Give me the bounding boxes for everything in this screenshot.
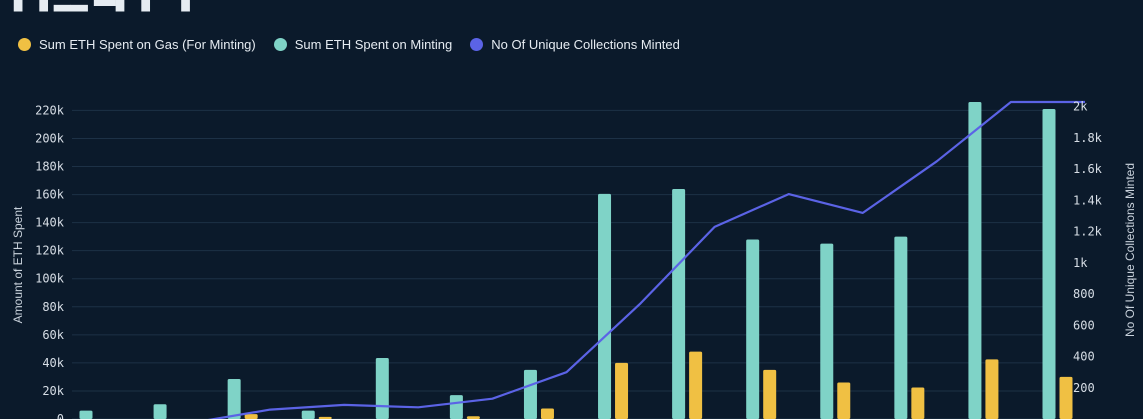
bar-minting[interactable]: [375, 357, 389, 419]
bar-minting[interactable]: [820, 243, 834, 419]
y-tick-label: 20k: [42, 384, 64, 398]
y2-tick-label: 1.4k: [1073, 193, 1103, 207]
legend-swatch-minting: [273, 37, 287, 51]
bar-minting[interactable]: [894, 236, 908, 419]
bar-gas[interactable]: [615, 362, 629, 419]
legend-swatch-collections: [470, 37, 484, 51]
y-tick-label: 120k: [35, 244, 65, 258]
bars-gas: [244, 351, 1073, 419]
y-tick-label: 200k: [35, 131, 65, 145]
y-axis-left-title: Amount of ETH Spent: [11, 206, 25, 323]
bar-minting[interactable]: [746, 239, 760, 419]
legend-label-minting: Sum ETH Spent on Minting: [294, 36, 453, 52]
y-tick-label: 80k: [42, 300, 64, 314]
y2-tick-label: 400: [1073, 350, 1095, 364]
bar-minting[interactable]: [153, 404, 167, 419]
bar-minting[interactable]: [672, 188, 686, 419]
bar-minting[interactable]: [79, 410, 93, 419]
chart-title-fragment: ▞▚ ▂▂ ▬▞▚ ▔▗: [14, 0, 190, 11]
y2-tick-label: 1.8k: [1073, 131, 1103, 145]
bar-gas[interactable]: [540, 408, 554, 419]
y2-tick-label: 1.6k: [1073, 162, 1103, 176]
y-tick-label: 180k: [35, 160, 65, 174]
gridlines: [72, 109, 1045, 419]
bar-gas[interactable]: [244, 414, 258, 419]
legend-swatch-gas: [18, 37, 31, 51]
y-tick-label: 40k: [42, 356, 64, 370]
y2-tick-label: 600: [1073, 318, 1095, 332]
y2-tick-label: 1k: [1073, 256, 1088, 270]
bar-gas[interactable]: [1059, 376, 1073, 419]
y2-tick-label: 800: [1073, 287, 1095, 301]
y-tick-label: 60k: [42, 328, 64, 342]
y-tick-label: 140k: [35, 216, 65, 230]
bar-gas[interactable]: [689, 351, 703, 419]
chart-legend: Sum ETH Spent on Gas (For Minting) Sum E…: [18, 35, 680, 53]
y2-tick-label: 200: [1073, 381, 1095, 395]
bar-gas[interactable]: [911, 387, 925, 419]
legend-item-minting[interactable]: Sum ETH Spent on Minting: [273, 36, 453, 52]
bar-minting[interactable]: [301, 410, 315, 419]
y-tick-label: 0: [57, 412, 64, 419]
bars-minting: [79, 102, 1056, 419]
line-collections: [196, 100, 1085, 419]
legend-item-collections[interactable]: No Of Unique Collections Minted: [470, 37, 680, 52]
y2-tick-label: 1.2k: [1073, 225, 1103, 239]
bar-gas[interactable]: [318, 416, 332, 419]
y-tick-label: 220k: [35, 103, 65, 117]
bar-minting[interactable]: [968, 102, 982, 419]
y-tick-label: 160k: [35, 188, 65, 202]
y-tick-label: 100k: [35, 272, 65, 286]
line-collections-path[interactable]: [196, 100, 1085, 419]
legend-label-gas: Sum ETH Spent on Gas (For Minting): [39, 36, 256, 52]
bar-minting[interactable]: [598, 193, 612, 419]
bar-minting[interactable]: [227, 379, 241, 419]
legend-label-collections: No Of Unique Collections Minted: [491, 36, 680, 52]
bar-gas[interactable]: [837, 382, 851, 419]
bar-gas[interactable]: [466, 416, 480, 419]
bar-gas[interactable]: [985, 359, 999, 419]
y-axis-right-ticks: 200 400 600 800 1k 1.2k 1.4k 1.6k 1.8k 2k: [1073, 100, 1103, 395]
bar-minting[interactable]: [449, 395, 463, 419]
y-axis-right-title: No Of Unique Collections Minted: [1123, 163, 1137, 337]
legend-item-gas[interactable]: Sum ETH Spent on Gas (For Minting): [18, 37, 256, 52]
bar-minting[interactable]: [523, 369, 537, 419]
bar-gas[interactable]: [763, 369, 777, 419]
y-axis-left-ticks: 0 20k 40k 60k 80k 100k 120k 140k 160k 180k 200k 220…: [35, 103, 65, 419]
y2-tick-label: 2k: [1073, 100, 1088, 114]
bar-minting[interactable]: [1042, 109, 1056, 419]
